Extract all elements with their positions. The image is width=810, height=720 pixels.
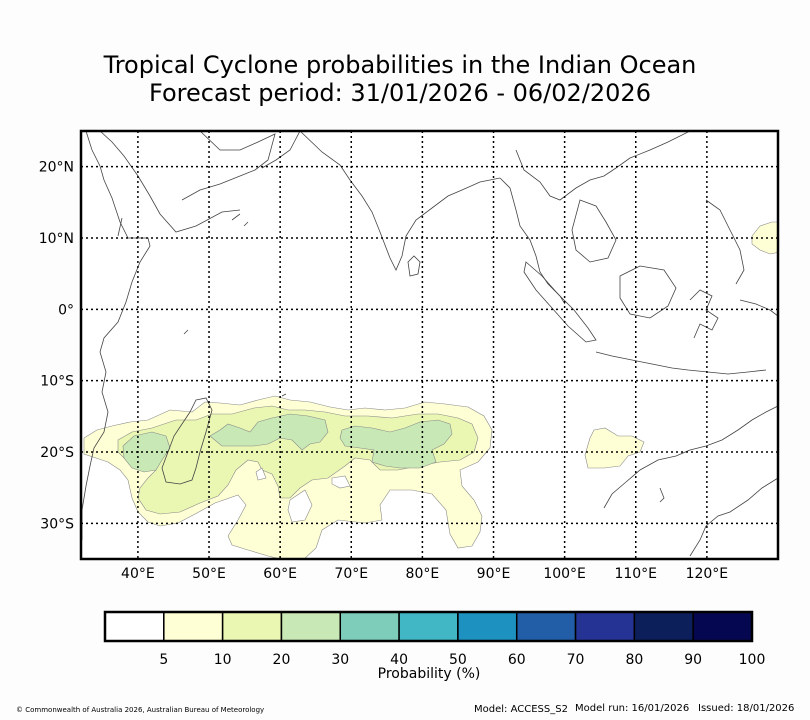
colorbar-swatch [280, 611, 342, 642]
lon-tick-label: 120°E [686, 566, 729, 582]
lat-tick-label: 20°N [39, 160, 74, 176]
map-frame [79, 129, 780, 561]
issued-date: Issued: 18/01/2026 [698, 703, 795, 714]
model-run-date: Model run: 16/01/2026 [575, 703, 690, 714]
colorbar-swatch [633, 611, 694, 642]
lat-tick-label: 0° [58, 302, 74, 318]
model-name: Model: ACCESS_S2 [474, 704, 568, 715]
latitude-axis: 20°N 10°N 0° 10°S 20°S 30°S [39, 160, 74, 533]
colorbar-swatch [104, 611, 165, 642]
lon-tick-label: 90°E [477, 566, 511, 582]
colorbar-tick-label: 60 [508, 652, 526, 668]
colorbar-swatch [339, 611, 400, 642]
prob-region-5-australia [584, 427, 645, 469]
copyright-text: © Commonwealth of Australia 2026, Austra… [16, 706, 265, 714]
lat-tick-label: 10°S [40, 374, 74, 390]
colorbar-tick-label: 10 [214, 652, 232, 668]
prob-region-20-east [339, 419, 453, 469]
lat-tick-label: 30°S [40, 516, 74, 532]
lon-tick-label: 60°E [263, 566, 297, 582]
chart-title: Tropical Cyclone probabilities in the In… [103, 51, 697, 79]
chart-subtitle: Forecast period: 31/01/2026 - 06/02/2026 [149, 79, 651, 107]
colorbar-swatch [457, 611, 518, 642]
lon-tick-label: 110°E [614, 566, 657, 582]
colorbar-tick-label: 100 [739, 652, 766, 668]
colorbar-tick-label: 80 [625, 652, 643, 668]
colorbar-swatch [163, 611, 224, 642]
colorbar-tick-label: 30 [331, 652, 349, 668]
prob-region-20-central [209, 413, 329, 451]
lon-tick-label: 40°E [121, 566, 155, 582]
longitude-axis: 40°E 50°E 60°E 70°E 80°E 90°E 100°E 110°E 120°E [121, 566, 728, 582]
lat-tick-label: 20°S [40, 445, 74, 461]
lon-tick-label: 100°E [543, 566, 586, 582]
colorbar-tick-label: 40 [390, 652, 408, 668]
lon-tick-label: 70°E [334, 566, 368, 582]
lon-tick-label: 80°E [406, 566, 440, 582]
colorbar-tick-label: 20 [273, 652, 291, 668]
colorbar [104, 611, 753, 642]
colorbar-swatch [515, 611, 577, 642]
colorbar-swatch [574, 611, 636, 642]
colorbar-tick-label: 50 [449, 652, 467, 668]
colorbar-tick-label: 5 [159, 652, 168, 668]
lat-tick-label: 10°N [39, 231, 74, 247]
colorbar-swatch [692, 611, 753, 642]
colorbar-label: Probability (%) [378, 666, 481, 682]
prob-region-5-philippines [751, 221, 778, 255]
lon-tick-label: 50°E [192, 566, 226, 582]
colorbar-swatch [398, 611, 459, 642]
colorbar-tick-label: 90 [684, 652, 702, 668]
colorbar-swatch [221, 611, 283, 642]
colorbar-tick-label: 70 [567, 652, 585, 668]
